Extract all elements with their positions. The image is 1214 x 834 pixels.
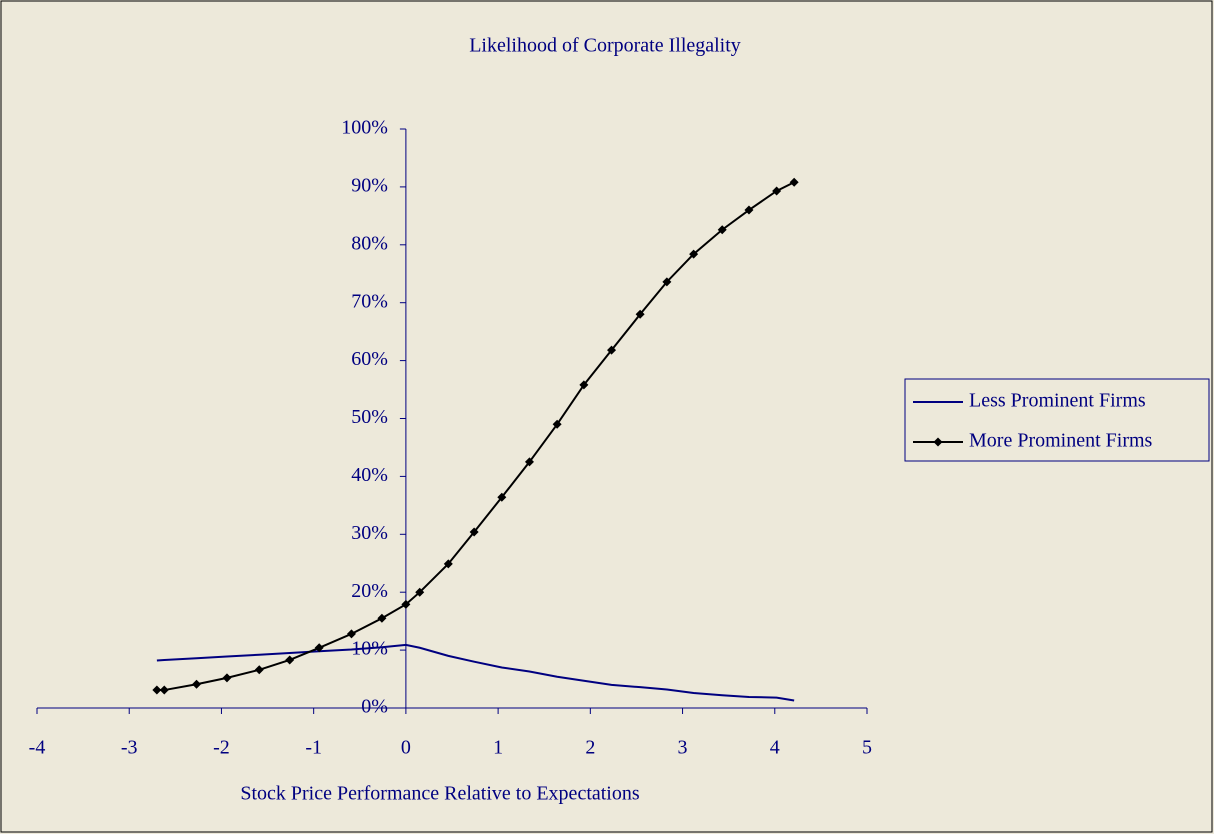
x-tick-label: 2 bbox=[585, 737, 595, 759]
data-point bbox=[443, 559, 453, 569]
data-point bbox=[222, 673, 232, 683]
data-point bbox=[192, 679, 202, 689]
data-point bbox=[689, 249, 699, 259]
data-point bbox=[254, 665, 264, 675]
data-point bbox=[772, 186, 782, 196]
data-point bbox=[789, 177, 799, 187]
x-tick-label: -2 bbox=[213, 737, 230, 759]
data-point bbox=[346, 629, 356, 639]
x-tick-label: 5 bbox=[862, 737, 872, 759]
y-tick-label: 0% bbox=[361, 696, 388, 718]
legend-marker bbox=[933, 437, 943, 447]
data-point bbox=[717, 225, 727, 235]
data-point bbox=[635, 309, 645, 319]
x-tick-label: 4 bbox=[770, 737, 780, 759]
x-tick-label: -1 bbox=[305, 737, 322, 759]
y-tick-label: 50% bbox=[351, 406, 388, 428]
y-tick-label: 100% bbox=[341, 117, 388, 139]
x-tick-label: 3 bbox=[678, 737, 688, 759]
legend-box bbox=[904, 378, 1210, 462]
y-tick-label: 80% bbox=[351, 232, 388, 254]
data-point bbox=[415, 587, 425, 597]
y-tick-label: 90% bbox=[351, 174, 388, 196]
data-point bbox=[607, 345, 617, 355]
data-point bbox=[744, 205, 754, 215]
data-point bbox=[497, 492, 507, 502]
x-tick-label: 1 bbox=[493, 737, 503, 759]
data-point bbox=[579, 380, 589, 390]
x-tick-label: -4 bbox=[29, 737, 46, 759]
y-tick-label: 20% bbox=[351, 580, 388, 602]
data-point bbox=[552, 419, 562, 429]
x-tick-label: 0 bbox=[401, 737, 411, 759]
data-point bbox=[662, 277, 672, 287]
legend-label: More Prominent Firms bbox=[969, 430, 1153, 452]
y-tick-label: 70% bbox=[351, 290, 388, 312]
data-point bbox=[152, 685, 162, 695]
x-tick-label: -3 bbox=[121, 737, 138, 759]
data-point bbox=[314, 643, 324, 653]
y-tick-label: 60% bbox=[351, 348, 388, 370]
data-point bbox=[377, 613, 387, 623]
data-point bbox=[401, 599, 411, 609]
data-point bbox=[159, 685, 169, 695]
x-axis-label: Stock Price Performance Relative to Expe… bbox=[240, 783, 640, 805]
data-point bbox=[469, 527, 479, 537]
y-tick-label: 40% bbox=[351, 464, 388, 486]
y-tick-label: 30% bbox=[351, 522, 388, 544]
legend-label: Less Prominent Firms bbox=[969, 390, 1146, 412]
data-point bbox=[285, 655, 295, 665]
series-line bbox=[156, 643, 795, 702]
chart-title: Likelihood of Corporate Illegality bbox=[469, 35, 741, 57]
data-point bbox=[524, 457, 534, 467]
